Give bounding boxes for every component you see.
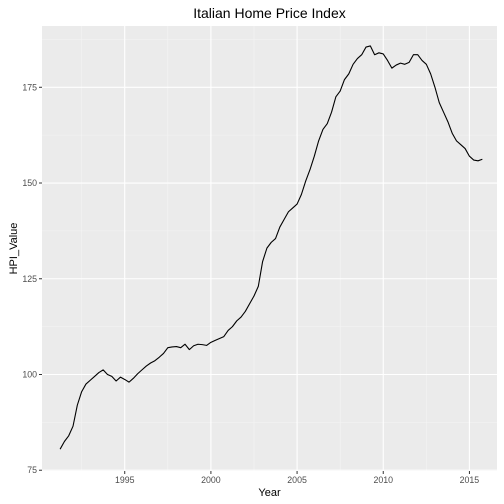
major-gridlines	[42, 26, 497, 471]
x-axis-title: Year	[258, 487, 281, 499]
x-axis: 1995 2000 2005 2010 2015	[115, 471, 479, 485]
y-axis-title: HPI_Value	[8, 223, 20, 275]
x-tick-label: 1995	[115, 475, 135, 485]
y-tick-label: 75	[27, 465, 37, 475]
y-tick-label: 150	[22, 178, 37, 188]
x-tick-label: 2015	[460, 475, 480, 485]
y-tick-label: 125	[22, 274, 37, 284]
y-tick-label: 175	[22, 82, 37, 92]
x-tick-label: 2000	[201, 475, 221, 485]
y-axis: 75 100 125 150 175	[22, 82, 42, 475]
minor-gridlines	[42, 26, 497, 471]
plot-panel	[42, 26, 497, 471]
y-tick-label: 100	[22, 369, 37, 379]
x-tick-label: 2010	[373, 475, 393, 485]
chart-title: Italian Home Price Index	[193, 5, 346, 21]
hpi-series-line	[59, 45, 483, 450]
x-tick-label: 2005	[287, 475, 307, 485]
